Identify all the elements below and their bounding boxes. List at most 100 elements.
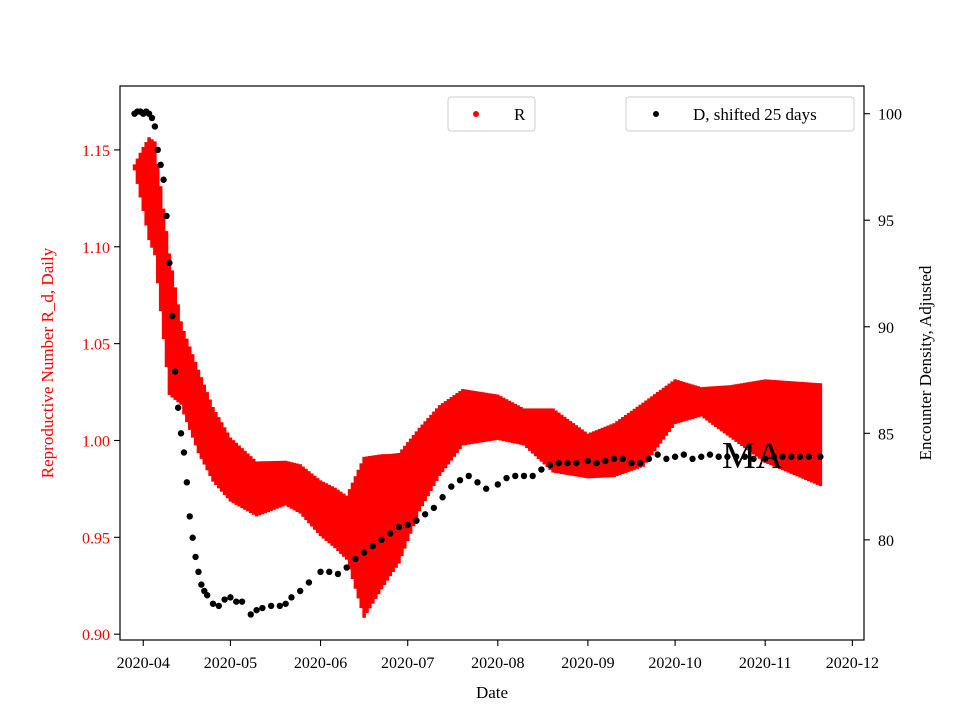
r-point xyxy=(205,392,209,471)
d-point xyxy=(671,453,679,460)
plot-frame xyxy=(119,85,865,641)
r-point xyxy=(467,389,471,445)
left-tick-label: 0.90 xyxy=(82,627,110,644)
d-point xyxy=(221,596,228,603)
r-point xyxy=(795,381,799,477)
r-point xyxy=(278,460,282,508)
r-point xyxy=(557,412,561,474)
r-point xyxy=(815,383,820,485)
r-point xyxy=(542,408,547,465)
d-point xyxy=(404,521,411,529)
r-point xyxy=(667,383,672,432)
r-point xyxy=(716,385,721,430)
r-point xyxy=(263,461,268,514)
d-point xyxy=(465,472,472,480)
r-point xyxy=(312,475,317,530)
legend-d-label: D, shifted 25 days xyxy=(693,105,817,124)
r-point xyxy=(158,186,163,312)
r-point xyxy=(214,412,218,486)
legend-r-marker xyxy=(473,111,479,117)
r-point xyxy=(318,480,323,537)
d-point xyxy=(680,451,688,458)
right-tick-label: 80 xyxy=(878,533,894,550)
d-point xyxy=(288,594,295,601)
r-point xyxy=(661,387,666,440)
r-point xyxy=(809,382,814,483)
r-point xyxy=(417,427,422,512)
r-point xyxy=(452,395,456,457)
r-point xyxy=(493,394,497,441)
right-axis-title: Encounter Density, Adjusted xyxy=(916,265,935,460)
r-point xyxy=(504,399,509,442)
r-point xyxy=(324,483,329,541)
d-point xyxy=(779,453,786,460)
r-point xyxy=(391,453,395,572)
r-point xyxy=(606,425,611,478)
r-point xyxy=(170,270,175,398)
r-point xyxy=(600,427,605,478)
r-point xyxy=(766,379,770,465)
r-point xyxy=(164,231,169,368)
r-point xyxy=(510,402,515,443)
r-point xyxy=(545,408,549,468)
r-point xyxy=(804,382,808,480)
r-point xyxy=(437,405,442,476)
r-point xyxy=(670,381,674,429)
r-point xyxy=(626,412,631,472)
r-point xyxy=(173,287,177,400)
r-point xyxy=(586,433,590,479)
r-point xyxy=(304,468,308,521)
r-point xyxy=(376,454,381,595)
d-point xyxy=(180,449,188,456)
d-point xyxy=(215,602,223,610)
d-point xyxy=(761,455,769,463)
r-point xyxy=(449,397,454,461)
r-point xyxy=(295,463,300,512)
r-point xyxy=(315,478,320,533)
d-point xyxy=(448,483,455,490)
r-point xyxy=(673,379,677,425)
r-point xyxy=(583,431,587,478)
r-point xyxy=(737,383,741,444)
right-tick-label: 100 xyxy=(878,107,902,124)
r-point xyxy=(690,384,695,419)
d-point xyxy=(177,430,185,437)
r-point xyxy=(490,393,494,441)
r-point xyxy=(513,403,518,444)
r-point xyxy=(408,438,413,534)
r-point xyxy=(818,383,823,487)
legend-r-frame xyxy=(447,96,536,132)
d-point xyxy=(259,604,266,612)
r-point xyxy=(760,379,765,461)
d-point xyxy=(253,606,260,614)
d-point xyxy=(174,404,182,411)
r-point xyxy=(208,399,212,476)
d-point xyxy=(602,457,609,465)
r-point xyxy=(536,408,541,459)
r-point xyxy=(426,418,430,497)
d-point xyxy=(706,451,714,458)
r-point xyxy=(219,422,224,492)
d-point xyxy=(555,459,563,467)
r-point xyxy=(621,417,625,475)
r-point xyxy=(202,384,207,465)
r-point xyxy=(254,461,259,517)
d-point xyxy=(788,453,795,460)
d-point xyxy=(645,455,653,463)
r-point xyxy=(339,491,343,554)
r-point xyxy=(696,386,701,418)
r-point xyxy=(469,390,474,445)
r-point xyxy=(560,414,564,474)
r-point xyxy=(629,410,634,471)
r-point xyxy=(792,381,797,476)
r-point xyxy=(519,406,523,445)
r-point xyxy=(522,408,526,446)
r-point xyxy=(414,431,419,519)
x-tick-label: 2020-08 xyxy=(471,655,524,672)
r-point xyxy=(801,382,805,479)
r-point xyxy=(362,456,366,618)
d-point xyxy=(593,459,600,467)
d-point xyxy=(564,459,571,467)
r-point xyxy=(333,487,337,549)
